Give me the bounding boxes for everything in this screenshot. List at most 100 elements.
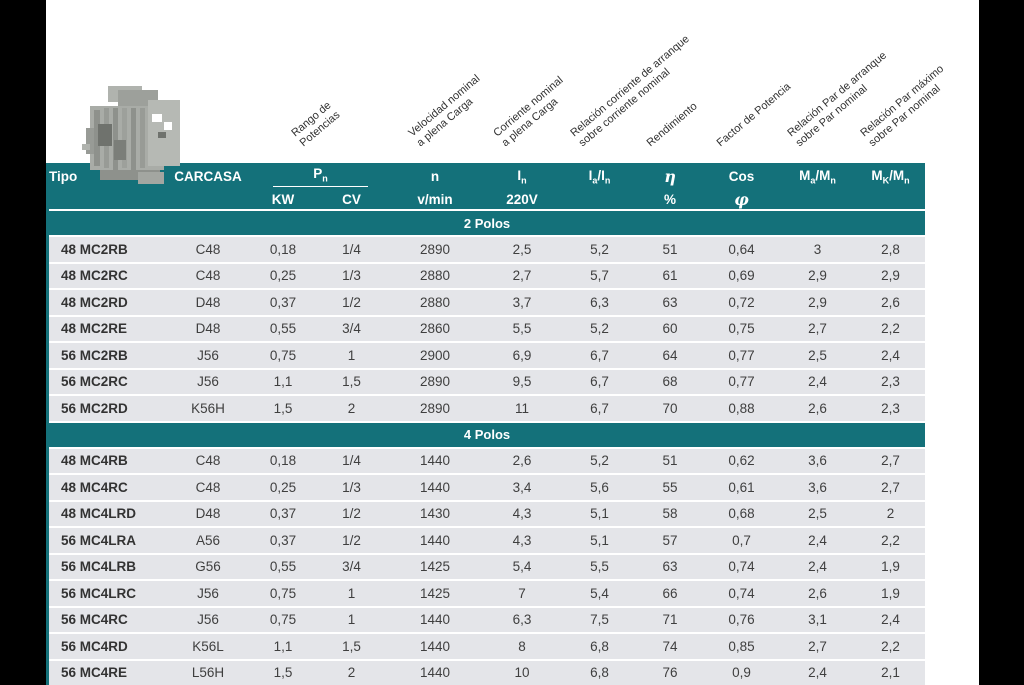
cell-n: 1425 — [389, 553, 482, 581]
cell-cos: 0,72 — [704, 289, 780, 317]
cell-in: 10 — [481, 659, 564, 685]
cell-carcasa: K56H — [164, 395, 252, 423]
cell-ma-mn: 2,6 — [779, 395, 857, 423]
cell-kw: 0,25 — [252, 474, 314, 502]
cell-eta: 51 — [636, 447, 705, 475]
cell-n: 2890 — [389, 236, 482, 264]
cell-ia-in: 5,2 — [563, 447, 637, 475]
cell-carcasa: C48 — [164, 447, 252, 475]
col-header-pn: Pn — [252, 163, 390, 190]
cell-mk-mn: 2,2 — [856, 315, 926, 343]
rotated-header-velocidad-nominal: Velocidad nominal a plena Carga — [406, 72, 483, 150]
section-band-4-polos: 4 Polos — [49, 421, 926, 449]
cell-mk-mn: 2,3 — [856, 368, 926, 396]
cell-ma-mn: 2,4 — [779, 527, 857, 555]
cell-kw: 1,1 — [252, 633, 314, 661]
cell-cos: 0,76 — [704, 606, 780, 634]
table-row: 48 MC4LRD D48 0,37 1/2 1430 4,3 5,1 58 0,68 2,5 2 — [49, 500, 926, 528]
cell-eta: 71 — [636, 606, 705, 634]
cell-ma-mn: 2,9 — [779, 289, 857, 317]
table-row: 56 MC4RC J56 0,75 1 1440 6,3 7,5 71 0,76 3,1 2,4 — [49, 606, 926, 634]
cell-mk-mn: 2,2 — [856, 633, 926, 661]
cell-eta: 70 — [636, 395, 705, 423]
cell-ma-mn: 2,5 — [779, 342, 857, 370]
col-header-cv: CV — [314, 190, 390, 211]
cell-n: 1430 — [389, 500, 482, 528]
cell-mk-mn: 1,9 — [856, 553, 926, 581]
cell-n: 2890 — [389, 395, 482, 423]
table-row: 56 MC2RC J56 1,1 1,5 2890 9,5 6,7 68 0,77 2,4 2,3 — [49, 368, 926, 396]
cell-mk-mn: 2,7 — [856, 474, 926, 502]
cell-in: 3,4 — [481, 474, 564, 502]
right-black-bar — [979, 0, 1024, 685]
cell-tipo: 48 MC4LRD — [49, 500, 164, 528]
cell-in: 8 — [481, 633, 564, 661]
cell-ia-in: 6,8 — [563, 633, 637, 661]
rotated-header-relacion-corriente-arranque: Relación corriente de arranque sobre corr… — [568, 32, 692, 150]
cell-ia-in: 6,7 — [563, 342, 637, 370]
cell-carcasa: K56L — [164, 633, 252, 661]
cell-in: 5,5 — [481, 315, 564, 343]
col-header-n: n — [389, 163, 482, 190]
cell-in: 9,5 — [481, 368, 564, 396]
cell-tipo: 56 MC4LRA — [49, 527, 164, 555]
col-header-mk-mn: MK/Mn — [856, 163, 926, 190]
motor-photo-icon — [78, 84, 192, 186]
cell-cos: 0,62 — [704, 447, 780, 475]
col-header-phi: φ — [704, 190, 780, 211]
cell-ma-mn: 3 — [779, 236, 857, 264]
cell-cv: 1/2 — [314, 500, 390, 528]
table-row: 48 MC2RC C48 0,25 1/3 2880 2,7 5,7 61 0,69 2,9 2,9 — [49, 262, 926, 290]
cell-tipo: 56 MC2RB — [49, 342, 164, 370]
col-header-carcasa: CARCASA — [164, 163, 252, 190]
cell-carcasa: L56H — [164, 659, 252, 685]
cell-carcasa: D48 — [164, 315, 252, 343]
cell-in: 6,9 — [481, 342, 564, 370]
cell-cos: 0,61 — [704, 474, 780, 502]
cell-carcasa: J56 — [164, 368, 252, 396]
cell-carcasa: J56 — [164, 342, 252, 370]
cell-carcasa: D48 — [164, 289, 252, 317]
col-header-ia-in: Ia/In — [563, 163, 637, 190]
cell-kw: 0,18 — [252, 236, 314, 264]
rotated-header-rango-de-potencias: Rango de Potencias — [289, 99, 343, 150]
cell-mk-mn: 2,6 — [856, 289, 926, 317]
cell-ia-in: 5,5 — [563, 553, 637, 581]
cell-tipo: 56 MC4RE — [49, 659, 164, 685]
table-header: Tipo CARCASA Pn n In Ia/In η Cos Ma/Mn M… — [49, 163, 926, 211]
cell-carcasa: C48 — [164, 236, 252, 264]
cell-n: 1440 — [389, 633, 482, 661]
cell-n: 2880 — [389, 289, 482, 317]
cell-in: 4,3 — [481, 500, 564, 528]
table-row: 48 MC2RE D48 0,55 3/4 2860 5,5 5,2 60 0,75 2,7 2,2 — [49, 315, 926, 343]
cell-cos: 0,64 — [704, 236, 780, 264]
cell-n: 1425 — [389, 580, 482, 608]
cell-n: 1440 — [389, 474, 482, 502]
cell-ma-mn: 3,1 — [779, 606, 857, 634]
table-row: 56 MC2RD K56H 1,5 2 2890 11 6,7 70 0,88 2,6 2,3 — [49, 395, 926, 423]
table-row: 56 MC4RD K56L 1,1 1,5 1440 8 6,8 74 0,85 2,7 2,2 — [49, 633, 926, 661]
cell-mk-mn: 2 — [856, 500, 926, 528]
col-header-220v: 220V — [481, 190, 564, 211]
cell-in: 7 — [481, 580, 564, 608]
cell-ma-mn: 2,5 — [779, 500, 857, 528]
cell-ia-in: 5,6 — [563, 474, 637, 502]
table-row: 48 MC2RB C48 0,18 1/4 2890 2,5 5,2 51 0,64 3 2,8 — [49, 236, 926, 264]
cell-tipo: 48 MC2RE — [49, 315, 164, 343]
table-row: 56 MC4LRC J56 0,75 1 1425 7 5,4 66 0,74 2,6 1,9 — [49, 580, 926, 608]
cell-cv: 1/4 — [314, 236, 390, 264]
cell-cos: 0,68 — [704, 500, 780, 528]
cell-in: 4,3 — [481, 527, 564, 555]
col-header-in: In — [481, 163, 564, 190]
cell-mk-mn: 2,4 — [856, 606, 926, 634]
cell-ma-mn: 2,7 — [779, 315, 857, 343]
cell-ia-in: 6,3 — [563, 289, 637, 317]
cell-ma-mn: 2,4 — [779, 659, 857, 685]
cell-tipo: 56 MC4RC — [49, 606, 164, 634]
cell-ia-in: 5,1 — [563, 527, 637, 555]
cell-cv: 1 — [314, 606, 390, 634]
cell-ma-mn: 2,4 — [779, 368, 857, 396]
cell-kw: 1,1 — [252, 368, 314, 396]
table-row: 56 MC4LRA A56 0,37 1/2 1440 4,3 5,1 57 0,7 2,4 2,2 — [49, 527, 926, 555]
